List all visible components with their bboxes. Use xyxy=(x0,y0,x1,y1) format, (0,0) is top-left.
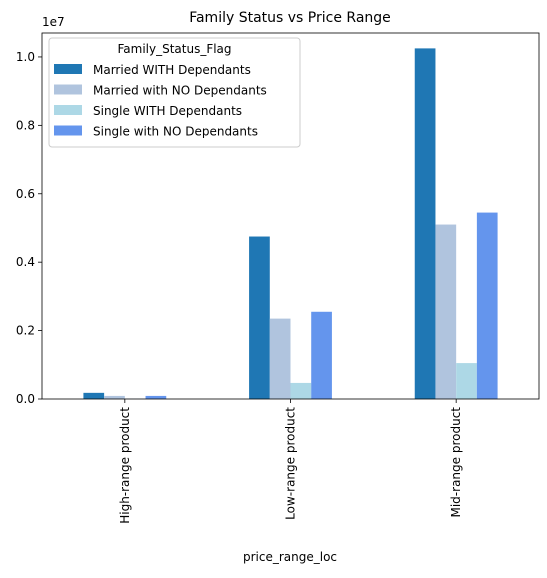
bar xyxy=(291,383,312,399)
y-tick-label: 0.4 xyxy=(16,255,35,269)
legend-title: Family_Status_Flag xyxy=(117,42,231,56)
legend-swatch xyxy=(54,64,82,74)
x-tick-label: Mid-range product xyxy=(449,407,463,518)
y-tick-label: 0.0 xyxy=(16,392,35,406)
y-tick-label: 0.2 xyxy=(16,324,35,338)
y-offset-text: 1e7 xyxy=(42,15,65,29)
y-tick-label: 1.0 xyxy=(16,50,35,64)
bar xyxy=(83,393,104,399)
bar xyxy=(249,237,270,399)
bar xyxy=(311,312,332,399)
bar xyxy=(477,213,498,399)
chart-title: Family Status vs Price Range xyxy=(189,10,391,26)
bar xyxy=(270,319,291,399)
legend-swatch xyxy=(54,85,82,95)
x-tick-label: High-range product xyxy=(118,407,132,524)
bar xyxy=(435,225,456,399)
legend-entry-label: Single WITH Dependants xyxy=(93,104,242,118)
legend-swatch xyxy=(54,126,82,136)
y-axis: 0.0 0.2 0.4 0.6 0.8 1.0 xyxy=(16,50,42,406)
legend-swatch xyxy=(54,105,82,115)
bar xyxy=(456,363,477,399)
x-tick-label: Low-range product xyxy=(284,407,298,520)
y-tick-label: 0.8 xyxy=(16,118,35,132)
bar xyxy=(415,48,436,399)
legend: Family_Status_Flag Married WITH Dependan… xyxy=(49,38,300,147)
bar xyxy=(104,396,125,399)
x-axis-label: price_range_loc xyxy=(243,550,337,564)
legend-entry-label: Single with NO Dependants xyxy=(93,125,258,139)
bar xyxy=(146,396,167,399)
legend-entry-label: Married with NO Dependants xyxy=(93,84,267,98)
x-axis: High-range product Low-range product Mid-r… xyxy=(118,399,463,524)
legend-entry-label: Married WITH Dependants xyxy=(93,63,251,77)
y-tick-label: 0.6 xyxy=(16,187,35,201)
